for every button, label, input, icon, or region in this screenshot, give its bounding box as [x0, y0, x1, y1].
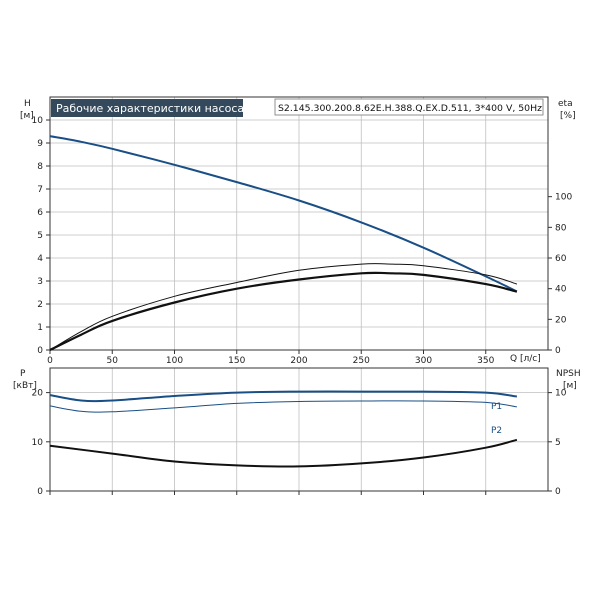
y-right-tick-label: 10 [555, 389, 567, 399]
series-line-p1 [49, 390, 518, 403]
y-left-tick-label: 20 [32, 389, 44, 399]
series-line-h [49, 135, 518, 293]
series-label-p2: P2 [491, 426, 502, 436]
y-left-tick-label: 0 [37, 487, 43, 497]
y-right-label-top: eta [558, 99, 573, 109]
y-left-tick-label: 3 [37, 277, 43, 287]
y-left-tick-label: 10 [32, 438, 44, 448]
bottom-tick-labels: 0 10 20 0 5 10 [32, 389, 567, 497]
y-left-tick-label: 7 [37, 185, 43, 195]
x-tick-label: 250 [353, 356, 370, 366]
top-series-group [49, 135, 518, 351]
bottom-series-group: P1 P2 [49, 390, 518, 468]
x-tick-label: 300 [415, 356, 432, 366]
y-left-unit-bottom: [кВт] [13, 381, 37, 391]
chart-title: Рабочие характеристики насоса [56, 102, 244, 115]
series-line-eta1 [49, 263, 518, 351]
y-left-tick-label: 1 [37, 323, 43, 333]
y-right-tick-label: 40 [555, 285, 567, 295]
y-left-tick-label: 9 [37, 139, 43, 149]
x-tick-label: 200 [290, 356, 307, 366]
y-right-tick-label: 0 [555, 487, 561, 497]
y-right-tick-label: 60 [555, 254, 567, 264]
series-line-p2 [49, 400, 517, 413]
y-left-tick-label: 5 [37, 231, 43, 241]
x-axis-label: Q [л/с] [510, 354, 541, 364]
series-line-eta2 [49, 271, 518, 351]
y-right-tick-label: 100 [555, 193, 572, 203]
y-left-tick-label: 2 [37, 300, 43, 310]
y-left-unit-top: [м] [20, 111, 34, 121]
model-box [274, 98, 544, 116]
y-right-unit-bottom: [м] [563, 381, 577, 391]
y-left-tick-label: 8 [37, 162, 43, 172]
y-right-label-bottom: NPSH [556, 369, 581, 379]
x-tick-label: 150 [228, 356, 245, 366]
y-right-tick-label: 5 [555, 438, 561, 448]
y-left-tick-label: 4 [37, 254, 43, 264]
x-tick-label: 100 [166, 356, 183, 366]
series-label-p1: P1 [491, 402, 502, 412]
y-right-tick-label: 80 [555, 223, 567, 233]
y-left-label-bottom: P [20, 369, 26, 379]
y-left-label-top: H [24, 99, 31, 109]
y-left-tick-label: 0 [37, 346, 43, 356]
y-left-tick-label: 6 [37, 208, 43, 218]
series-line-npsh [49, 438, 518, 468]
x-tick-label: 50 [107, 356, 119, 366]
title-box [51, 99, 243, 117]
y-left-tick-label: 10 [32, 116, 44, 126]
x-tick-label: 350 [477, 356, 494, 366]
bottom-plot-grid [50, 368, 548, 491]
x-tick-label: 0 [47, 356, 53, 366]
y-right-unit-top: [%] [560, 111, 576, 121]
y-right-tick-label: 20 [555, 315, 567, 325]
y-right-tick-label: 0 [555, 346, 561, 356]
model-label: S2.145.300.200.8.62E.H.388.Q.EX.D.511, 3… [278, 104, 542, 114]
